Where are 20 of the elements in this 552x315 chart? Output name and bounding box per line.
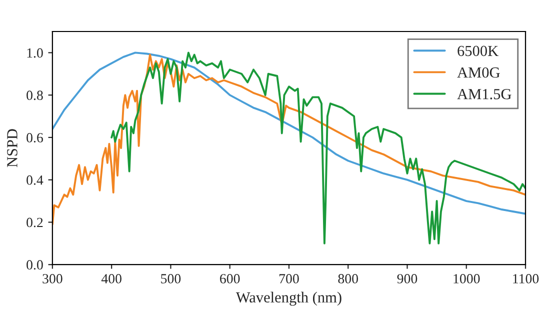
x-tick-label: 700 (279, 274, 299, 284)
y-tick-label: 0.8 (26, 90, 43, 100)
y-tick-label: 0.0 (26, 260, 43, 270)
legend-label: AM1.5G (457, 89, 512, 100)
x-tick-label: 600 (220, 274, 240, 284)
legend-label: AM0G (457, 67, 500, 78)
x-tick-label: 400 (101, 274, 122, 284)
y-tick-label: 1.0 (27, 48, 43, 58)
x-tick-label: 300 (42, 274, 62, 284)
x-tick-label: 1100 (513, 274, 539, 284)
y-axis-title: NSPD (7, 129, 18, 168)
y-tick-label: 0.2 (26, 218, 43, 228)
x-tick-label: 500 (161, 274, 181, 284)
x-tick-label: 1000 (454, 274, 480, 284)
legend-label: 6500K (458, 46, 498, 56)
y-tick-label: 0.4 (26, 175, 44, 185)
y-tick-label: 0.6 (26, 133, 43, 142)
x-axis-title: Wavelength (nm) (236, 292, 342, 306)
x-tick-label: 900 (397, 274, 418, 284)
x-tick-label: 800 (338, 274, 358, 284)
